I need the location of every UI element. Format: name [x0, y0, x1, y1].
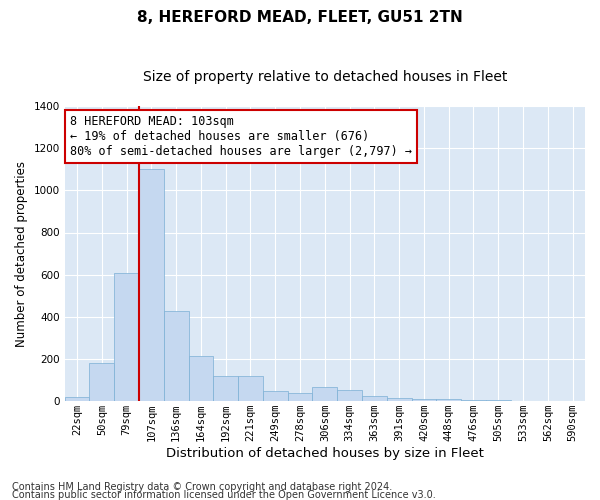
- Bar: [89, 363, 114, 401]
- Y-axis label: Number of detached properties: Number of detached properties: [15, 160, 28, 346]
- Bar: [114, 272, 139, 401]
- Bar: [337, 390, 362, 401]
- Bar: [238, 376, 263, 401]
- Bar: [362, 396, 387, 401]
- Bar: [188, 356, 214, 401]
- Text: Contains public sector information licensed under the Open Government Licence v3: Contains public sector information licen…: [12, 490, 436, 500]
- Bar: [287, 392, 313, 401]
- Title: Size of property relative to detached houses in Fleet: Size of property relative to detached ho…: [143, 70, 507, 84]
- Bar: [461, 400, 486, 401]
- Bar: [214, 376, 238, 401]
- Bar: [486, 400, 511, 401]
- Bar: [436, 400, 461, 401]
- Bar: [263, 390, 287, 401]
- Text: 8 HEREFORD MEAD: 103sqm
← 19% of detached houses are smaller (676)
80% of semi-d: 8 HEREFORD MEAD: 103sqm ← 19% of detache…: [70, 115, 412, 158]
- Text: Contains HM Land Registry data © Crown copyright and database right 2024.: Contains HM Land Registry data © Crown c…: [12, 482, 392, 492]
- X-axis label: Distribution of detached houses by size in Fleet: Distribution of detached houses by size …: [166, 447, 484, 460]
- Bar: [139, 169, 164, 401]
- Bar: [387, 398, 412, 401]
- Bar: [164, 310, 188, 401]
- Bar: [412, 400, 436, 401]
- Bar: [65, 397, 89, 401]
- Bar: [313, 388, 337, 401]
- Text: 8, HEREFORD MEAD, FLEET, GU51 2TN: 8, HEREFORD MEAD, FLEET, GU51 2TN: [137, 10, 463, 25]
